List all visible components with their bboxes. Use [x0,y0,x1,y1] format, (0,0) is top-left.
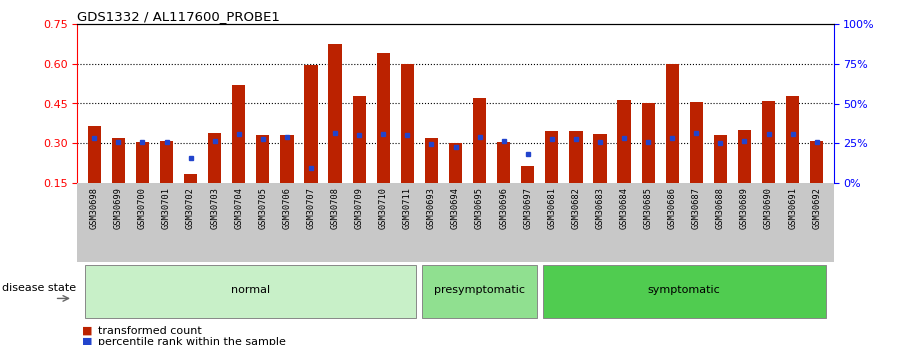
Bar [786,96,799,183]
Text: GSM30687: GSM30687 [691,187,701,229]
Text: GSM30690: GSM30690 [764,187,773,229]
Bar [810,140,824,183]
Bar [449,143,462,183]
Bar [762,101,775,183]
Bar [208,132,221,183]
Bar [593,134,607,183]
Text: GSM30688: GSM30688 [716,187,725,229]
Text: GSM30684: GSM30684 [619,187,629,229]
Bar [521,166,535,183]
Bar [497,142,510,183]
Text: GSM30702: GSM30702 [186,187,195,229]
Text: GSM30689: GSM30689 [740,187,749,229]
Text: ■: ■ [82,326,93,335]
Bar [569,131,582,183]
Bar [738,130,751,183]
Text: GSM30681: GSM30681 [548,187,557,229]
Text: GSM30704: GSM30704 [234,187,243,229]
Text: GSM30697: GSM30697 [523,187,532,229]
Text: symptomatic: symptomatic [648,285,721,295]
Text: GSM30695: GSM30695 [475,187,484,229]
Bar [713,135,727,183]
Bar [690,102,703,183]
Bar [86,265,416,318]
Text: presymptomatic: presymptomatic [434,285,525,295]
Text: GSM30708: GSM30708 [331,187,340,229]
Bar [618,99,630,183]
Text: GSM30700: GSM30700 [138,187,147,229]
Bar [160,141,173,183]
Bar [304,65,318,183]
Text: GSM30711: GSM30711 [403,187,412,229]
Bar [329,44,342,183]
Bar [666,64,679,183]
Text: GSM30685: GSM30685 [644,187,652,229]
Bar [543,265,825,318]
Bar [232,85,245,183]
Bar [184,174,198,183]
Bar [136,142,149,183]
Text: GDS1332 / AL117600_PROBE1: GDS1332 / AL117600_PROBE1 [77,10,281,23]
Text: GSM30686: GSM30686 [668,187,677,229]
Text: percentile rank within the sample: percentile rank within the sample [98,337,286,345]
Text: GSM30699: GSM30699 [114,187,123,229]
Text: GSM30709: GSM30709 [354,187,363,229]
Text: GSM30691: GSM30691 [788,187,797,229]
Text: GSM30694: GSM30694 [451,187,460,229]
Text: GSM30693: GSM30693 [427,187,436,229]
Bar [545,131,558,183]
Bar [425,138,438,183]
Text: GSM30683: GSM30683 [596,187,605,229]
Text: GSM30703: GSM30703 [210,187,220,229]
Bar [87,126,101,183]
Text: GSM30701: GSM30701 [162,187,171,229]
Bar [423,265,537,318]
Text: transformed count: transformed count [98,326,202,335]
Text: GSM30692: GSM30692 [813,187,821,229]
Bar [353,96,366,183]
Bar [281,135,293,183]
Bar [112,138,125,183]
Text: GSM30707: GSM30707 [306,187,315,229]
Text: GSM30682: GSM30682 [571,187,580,229]
Text: GSM30698: GSM30698 [90,187,98,229]
Text: GSM30705: GSM30705 [259,187,267,229]
Bar [473,98,486,183]
Bar [401,64,414,183]
Text: GSM30696: GSM30696 [499,187,508,229]
Bar [641,104,655,183]
Text: GSM30710: GSM30710 [379,187,388,229]
Text: GSM30706: GSM30706 [282,187,292,229]
Text: ■: ■ [82,337,93,345]
Bar [376,53,390,183]
Text: disease state: disease state [2,283,76,293]
Bar [256,135,270,183]
Text: normal: normal [231,285,271,295]
